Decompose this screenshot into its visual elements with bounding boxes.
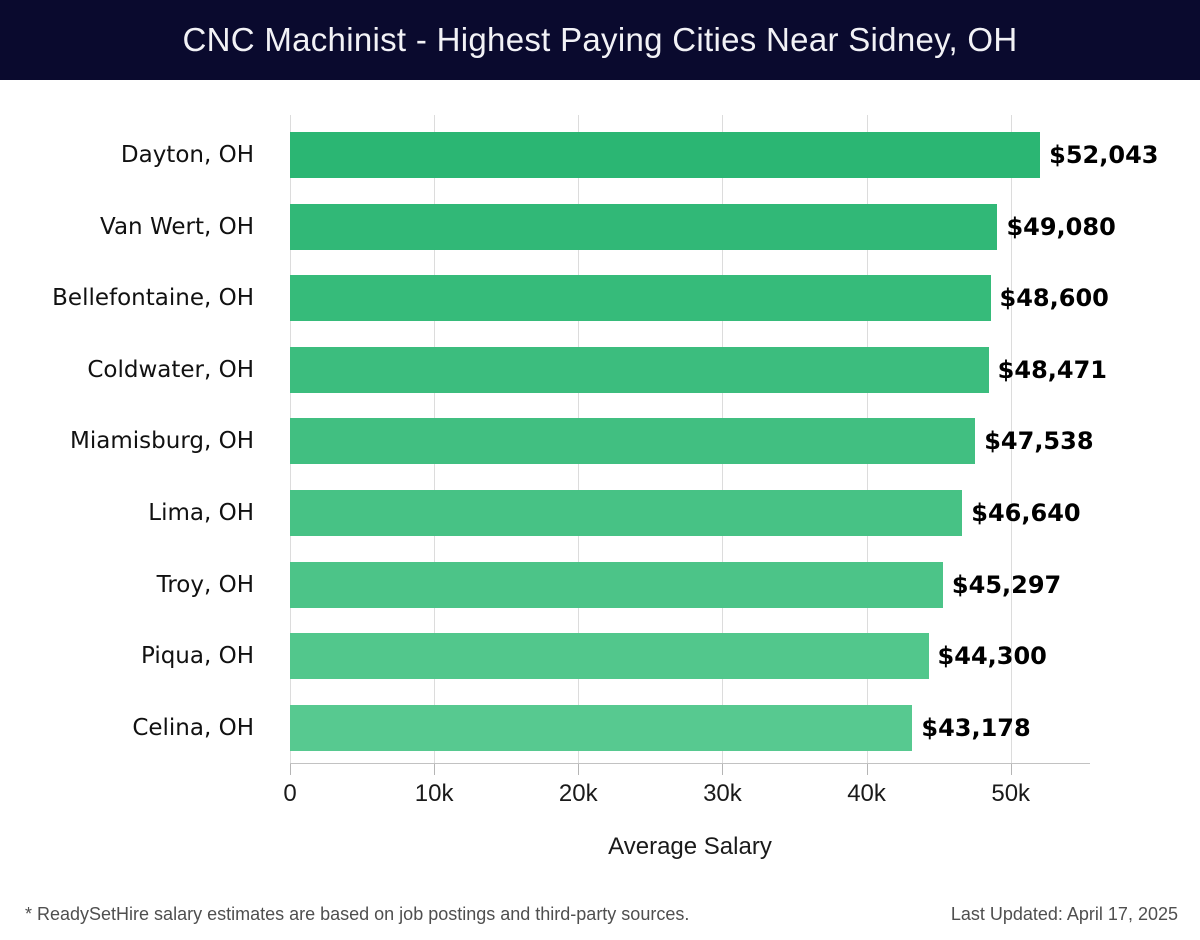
category-label: Troy, OH bbox=[156, 571, 254, 598]
bar-value-label: $45,297 bbox=[951, 570, 1062, 599]
gridline bbox=[1010, 115, 1012, 763]
bar-value-label: $52,043 bbox=[1049, 141, 1159, 169]
category-label: Celina, OH bbox=[132, 714, 254, 741]
tick-label: 0 bbox=[283, 780, 297, 807]
footer: * ReadySetHire salary estimates are base… bbox=[0, 898, 1200, 930]
x-axis-title: Average Salary bbox=[608, 833, 772, 860]
tick-label: 50k bbox=[991, 780, 1031, 807]
chart-header: CNC Machinist - Highest Paying Cities Ne… bbox=[0, 0, 1200, 80]
chart-title: CNC Machinist - Highest Paying Cities Ne… bbox=[182, 21, 1018, 58]
tick-mark bbox=[290, 764, 291, 775]
bar-chart-plot-area: $52,043 $49,080 $48,600 $48,471 $47,538 $46,6… bbox=[290, 115, 1158, 763]
footer-last-updated: Last Updated: April 17, 2025 bbox=[950, 903, 1178, 924]
tick-label: 30k bbox=[703, 780, 742, 807]
bar-miamisburg-oh bbox=[290, 418, 976, 465]
bar-piqua-oh bbox=[290, 633, 929, 680]
category-label: Dayton, OH bbox=[120, 142, 254, 168]
tick-mark bbox=[1010, 764, 1012, 775]
tick-mark bbox=[578, 764, 580, 775]
x-axis-line bbox=[290, 763, 1090, 764]
bar-lima-oh bbox=[290, 490, 963, 536]
bar-bellefontaine-oh bbox=[290, 275, 991, 322]
bar-troy-oh bbox=[290, 561, 943, 608]
category-label: Coldwater, OH bbox=[87, 356, 254, 383]
bar-value-label: $43,178 bbox=[921, 713, 1031, 742]
bar-van-wert-oh bbox=[290, 203, 998, 250]
bar-value-label: $47,538 bbox=[984, 427, 1094, 456]
bar-value-label: $49,080 bbox=[1006, 212, 1116, 241]
category-label: Piqua, OH bbox=[140, 643, 254, 670]
category-label: Lima, OH bbox=[148, 500, 254, 526]
bar-dayton-oh bbox=[290, 132, 1041, 178]
bar-value-label: $46,640 bbox=[971, 499, 1081, 527]
footer-source-note: * ReadySetHire salary estimates are base… bbox=[25, 903, 690, 924]
bar-coldwater-oh bbox=[290, 346, 989, 393]
tick-mark bbox=[866, 764, 868, 775]
bar-value-label: $44,300 bbox=[937, 642, 1047, 671]
bar-value-label: $48,471 bbox=[997, 355, 1107, 384]
y-axis-category-labels: Dayton, OH Van Wert, OH Bellefontaine, OH C… bbox=[0, 115, 272, 763]
tick-label: 20k bbox=[558, 780, 598, 807]
category-label: Van Wert, OH bbox=[100, 213, 254, 240]
category-label: Miamisburg, OH bbox=[70, 428, 254, 455]
tick-mark bbox=[722, 764, 724, 775]
category-label: Bellefontaine, OH bbox=[52, 285, 254, 312]
tick-label: 10k bbox=[414, 780, 454, 807]
bar-celina-oh bbox=[290, 704, 913, 751]
bar-value-label: $48,600 bbox=[999, 284, 1109, 313]
tick-mark bbox=[434, 764, 436, 775]
tick-label: 40k bbox=[847, 780, 886, 807]
